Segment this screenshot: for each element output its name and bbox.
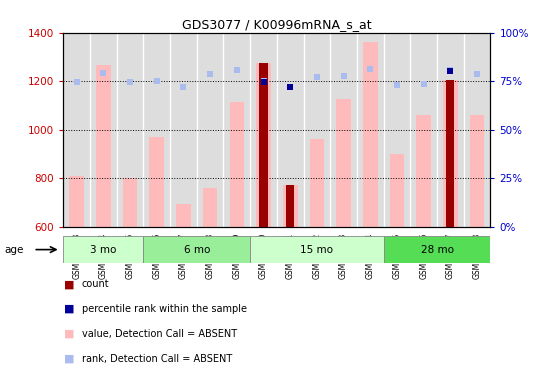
Bar [203,188,218,227]
Bar [417,115,431,227]
Text: age: age [4,245,24,255]
Text: ■: ■ [63,279,74,289]
Bar [310,139,324,227]
Bar [176,204,191,227]
Text: ■: ■ [63,354,74,364]
Bar [143,33,170,227]
Text: ■: ■ [63,329,74,339]
Bar [90,33,117,227]
Bar [143,236,250,263]
Bar [96,65,111,227]
Text: 6 mo: 6 mo [183,245,210,255]
Bar [123,178,137,227]
Bar [336,99,351,227]
Bar [443,80,458,227]
Bar [410,33,437,227]
Text: ■: ■ [63,304,74,314]
Bar [304,33,330,227]
Bar [63,33,90,227]
Bar [260,63,268,227]
Bar [117,33,143,227]
Bar [256,63,271,227]
Bar [63,236,143,263]
Bar [446,80,455,227]
Bar [437,33,464,227]
Text: 28 mo: 28 mo [420,245,453,255]
Bar [383,236,490,263]
Text: rank, Detection Call = ABSENT: rank, Detection Call = ABSENT [82,354,232,364]
Bar [464,33,490,227]
Bar [224,33,250,227]
Bar [149,137,164,227]
Bar [197,33,224,227]
Bar [286,185,294,227]
Title: GDS3077 / K00996mRNA_s_at: GDS3077 / K00996mRNA_s_at [182,18,372,31]
Bar [330,33,357,227]
Text: percentile rank within the sample: percentile rank within the sample [82,304,246,314]
Bar [170,33,197,227]
Text: value, Detection Call = ABSENT: value, Detection Call = ABSENT [82,329,237,339]
Bar [250,236,383,263]
Bar [69,175,84,227]
Bar [283,185,298,227]
Bar [383,33,410,227]
Bar [230,102,244,227]
Bar [277,33,304,227]
Bar [469,115,484,227]
Bar [363,42,377,227]
Bar [250,33,277,227]
Bar [390,154,404,227]
Text: 15 mo: 15 mo [300,245,333,255]
Text: count: count [82,279,109,289]
Bar [357,33,383,227]
Text: 3 mo: 3 mo [90,245,117,255]
